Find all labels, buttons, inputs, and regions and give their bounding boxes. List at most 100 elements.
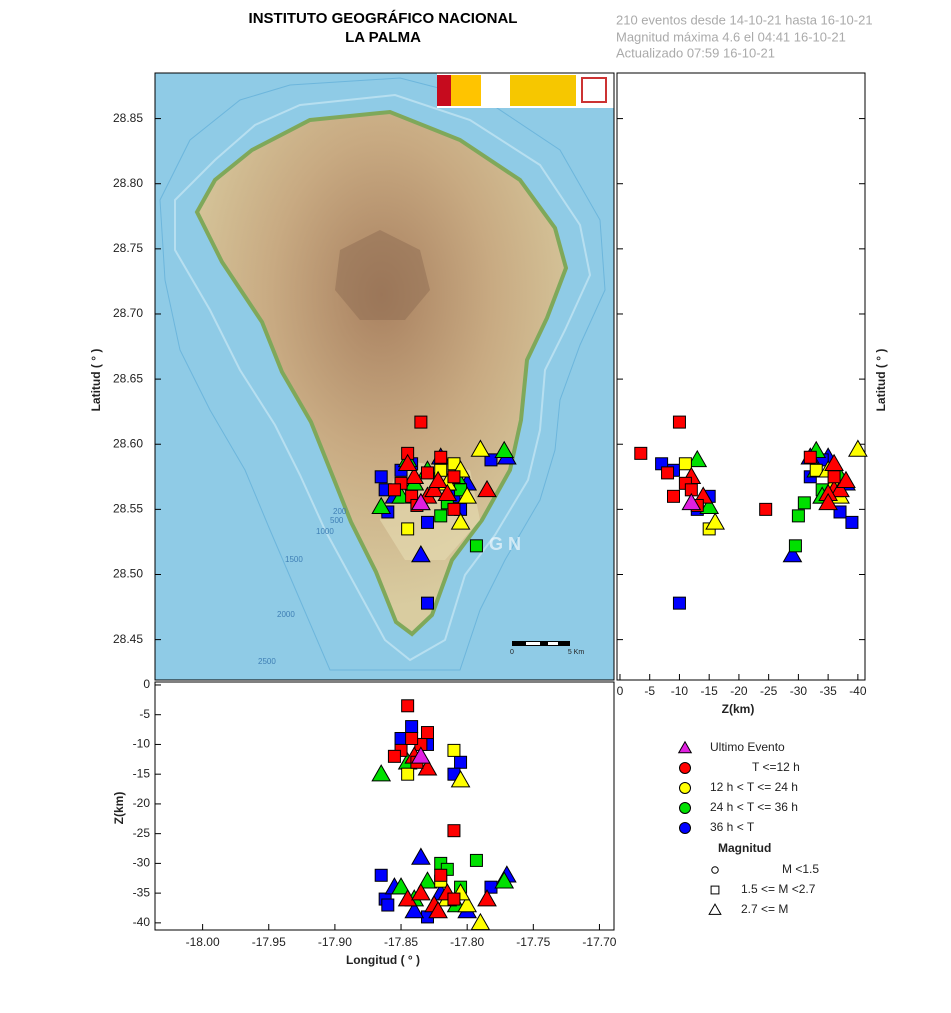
info-line: Magnitud máxima 4.6 el 04:41 16-10-21 bbox=[616, 29, 846, 44]
map-background bbox=[155, 73, 614, 680]
depth-lat-frame bbox=[616, 72, 866, 681]
square-marker bbox=[447, 502, 461, 516]
triangle-marker bbox=[470, 912, 491, 931]
lon-depth-frame bbox=[154, 681, 615, 931]
x-tick-label: -18.00 bbox=[186, 935, 220, 949]
z-tick-label: -40 bbox=[133, 915, 151, 929]
x-tick-label: -17.85 bbox=[384, 935, 418, 949]
circle-marker bbox=[679, 782, 691, 794]
square-marker bbox=[672, 415, 686, 429]
contour-label: 500 bbox=[330, 516, 344, 525]
circle-marker bbox=[679, 762, 691, 774]
triangle-marker bbox=[371, 496, 392, 515]
z-axis-title: Z(km) bbox=[112, 792, 126, 825]
square-marker bbox=[405, 720, 419, 734]
y-tick-label: 28.75 bbox=[113, 241, 143, 255]
square-marker bbox=[420, 726, 434, 740]
scale-label: 5 Km bbox=[568, 649, 585, 656]
triangle-marker bbox=[411, 746, 431, 764]
y-axis-title: Latitud ( ° ) bbox=[89, 349, 103, 412]
square-marker bbox=[420, 515, 434, 529]
square-marker bbox=[845, 515, 859, 529]
triangle-marker bbox=[836, 470, 856, 488]
triangle-marker bbox=[677, 740, 693, 754]
square-marker bbox=[381, 898, 395, 912]
square-marker bbox=[678, 457, 692, 471]
triangle-marker bbox=[470, 439, 491, 457]
triangle-marker bbox=[681, 492, 702, 511]
square-marker bbox=[401, 522, 415, 536]
square-marker bbox=[666, 489, 680, 503]
z-tick-label: -15 bbox=[701, 684, 719, 698]
z-tick-label: -10 bbox=[133, 737, 151, 751]
z-tick-label: -5 bbox=[139, 707, 150, 721]
triangle-marker bbox=[411, 492, 431, 511]
circle-marker bbox=[679, 802, 691, 814]
x-tick-label: -17.75 bbox=[516, 935, 550, 949]
triangle-marker bbox=[411, 883, 431, 901]
legend-label: 12 h < T <= 24 h bbox=[710, 780, 798, 794]
triangle-marker bbox=[404, 466, 425, 485]
triangle-marker bbox=[391, 877, 411, 895]
contour-label: 200 bbox=[333, 507, 347, 516]
square-marker bbox=[387, 483, 401, 497]
contour-label: 1000 bbox=[316, 527, 334, 536]
y-tick-label: 28.60 bbox=[113, 436, 143, 450]
square-marker bbox=[634, 446, 648, 460]
square-marker bbox=[672, 596, 686, 610]
square-marker bbox=[420, 466, 434, 480]
contour-label: 1500 bbox=[285, 555, 303, 564]
square-marker bbox=[401, 767, 415, 781]
y-tick-label: 28.70 bbox=[113, 306, 143, 320]
square-marker bbox=[387, 749, 401, 763]
square-marker bbox=[414, 415, 428, 429]
triangle-marker bbox=[477, 479, 497, 498]
y-tick-label: 28.80 bbox=[113, 176, 143, 190]
square-marker bbox=[827, 470, 841, 484]
square-marker bbox=[374, 470, 388, 484]
square-marker bbox=[434, 509, 448, 523]
triangle-marker bbox=[818, 492, 838, 511]
triangle-marker bbox=[450, 770, 471, 788]
square-marker bbox=[374, 868, 388, 882]
triangle-marker bbox=[494, 871, 515, 889]
square-marker bbox=[454, 755, 468, 769]
square-marker bbox=[710, 885, 720, 895]
legend-label: T <=12 h bbox=[752, 760, 800, 774]
triangle-marker bbox=[428, 470, 448, 488]
legend-label: 36 h < T bbox=[710, 820, 755, 834]
map-frame bbox=[154, 72, 615, 681]
triangle-marker bbox=[457, 895, 478, 913]
x-tick-label: -17.90 bbox=[318, 935, 352, 949]
y-tick-label: 28.45 bbox=[113, 632, 143, 646]
triangle-marker bbox=[417, 871, 438, 889]
square-marker bbox=[447, 824, 461, 838]
triangle-marker bbox=[397, 889, 418, 907]
triangle-marker bbox=[437, 483, 458, 501]
triangle-marker bbox=[699, 496, 720, 515]
square-marker bbox=[797, 496, 811, 510]
legend-label: Ultimo Evento bbox=[710, 740, 785, 754]
triangle-marker bbox=[708, 903, 722, 915]
triangle-marker bbox=[477, 889, 497, 907]
y-axis-title: Latitud ( ° ) bbox=[874, 349, 888, 412]
legend-label: 2.7 <= M bbox=[741, 902, 788, 916]
triangle-marker bbox=[428, 900, 448, 919]
z-tick-label: -5 bbox=[644, 684, 655, 698]
title: INSTITUTO GEOGRÁFICO NACIONAL bbox=[249, 10, 518, 27]
square-marker bbox=[791, 509, 805, 523]
square-marker bbox=[447, 470, 461, 484]
legend-label: 24 h < T <= 36 h bbox=[710, 800, 798, 814]
info-line: Actualizado 07:59 16-10-21 bbox=[616, 45, 775, 60]
info-line: 210 eventos desde 14-10-21 hasta 16-10-2… bbox=[616, 12, 873, 27]
square-marker bbox=[447, 743, 461, 757]
scale-label: 0 bbox=[510, 649, 514, 656]
y-tick-label: 28.65 bbox=[113, 371, 143, 385]
square-marker bbox=[759, 502, 773, 516]
square-marker bbox=[809, 463, 823, 477]
z-tick-label: -10 bbox=[671, 684, 689, 698]
circle-marker bbox=[679, 822, 691, 834]
triangle-marker bbox=[450, 512, 471, 530]
square-marker bbox=[434, 868, 448, 882]
